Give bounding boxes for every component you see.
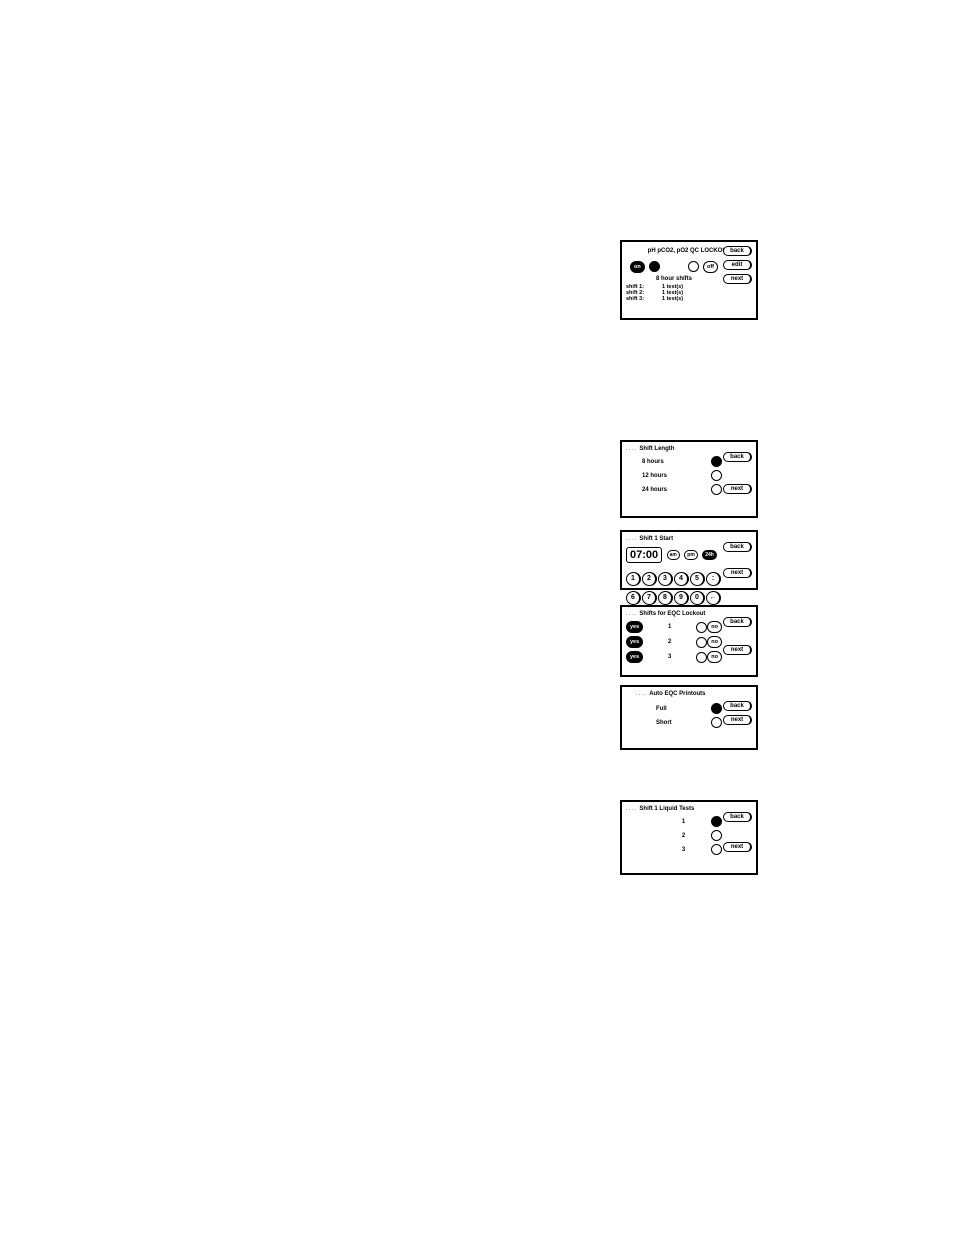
edit-button[interactable]: edit [723, 260, 752, 270]
next-button[interactable]: next [723, 568, 752, 578]
key-8[interactable]: 8 [658, 591, 673, 605]
back-button[interactable]: back [723, 452, 752, 462]
key-4[interactable]: 4 [674, 572, 689, 586]
on-radio[interactable] [649, 261, 660, 272]
shifts-subtitle: 8 hour shifts [626, 276, 722, 282]
liquid-tests-panel: . . . . Shift 1 Liquid Tests back next 1… [620, 800, 758, 875]
breadcrumb-dots: . . . . [626, 806, 636, 812]
shift-num: 3 [643, 654, 696, 660]
yes-pill[interactable]: yes [626, 651, 643, 663]
option-label: 2 [656, 833, 711, 839]
yes-pill[interactable]: yes [626, 621, 643, 633]
no-radio[interactable] [696, 622, 707, 633]
next-button[interactable]: next [723, 842, 752, 852]
back-button[interactable]: back [723, 246, 752, 256]
breadcrumb-dots: . . . . [636, 691, 646, 697]
next-button[interactable]: next [723, 645, 752, 655]
breadcrumb-dots: . . . . [626, 446, 636, 452]
am-button[interactable]: am [667, 550, 680, 560]
24h-button[interactable]: 24h [702, 550, 717, 560]
shift-length-panel: . . . . Shift Length back next 8 hours 1… [620, 440, 758, 518]
shift-list: shift 1:1 test(s) shift 2:1 test(s) shif… [626, 284, 722, 302]
back-button[interactable]: back [723, 542, 752, 552]
auto-eqc-printouts-panel: . . . . Auto EQC Printouts back next Ful… [620, 685, 758, 750]
option-label: 24 hours [642, 487, 711, 493]
pm-button[interactable]: pm [684, 550, 698, 560]
key-5[interactable]: 5 [690, 572, 705, 586]
option-radio[interactable] [711, 844, 722, 855]
back-button[interactable]: back [723, 701, 752, 711]
off-pill[interactable]: off [703, 261, 718, 273]
option-label: Short [656, 720, 711, 726]
option-radio[interactable] [711, 703, 722, 714]
option-radio[interactable] [711, 456, 722, 467]
next-button[interactable]: next [723, 484, 752, 494]
time-display[interactable]: 07:00 [626, 547, 662, 563]
shift-num: 2 [643, 639, 696, 645]
no-pill[interactable]: no [707, 651, 722, 663]
no-radio[interactable] [696, 652, 707, 663]
eqc-lockout-panel: . . . . Shifts for EQC Lockout back next… [620, 605, 758, 677]
key-1[interactable]: 1 [626, 572, 641, 586]
key-colon[interactable]: : [706, 572, 721, 586]
option-radio[interactable] [711, 484, 722, 495]
back-button[interactable]: back [723, 617, 752, 627]
option-radio[interactable] [711, 816, 722, 827]
key-backspace[interactable]: ← [706, 591, 721, 605]
key-9[interactable]: 9 [674, 591, 689, 605]
panel-title: . . . . Auto EQC Printouts [636, 691, 752, 697]
no-radio[interactable] [696, 637, 707, 648]
off-radio[interactable] [688, 261, 699, 272]
option-radio[interactable] [711, 717, 722, 728]
key-7[interactable]: 7 [642, 591, 657, 605]
breadcrumb-dots: . . . . [626, 611, 636, 617]
on-pill[interactable]: on [630, 261, 645, 273]
option-label: 12 hours [642, 473, 711, 479]
key-0[interactable]: 0 [690, 591, 705, 605]
no-pill[interactable]: no [707, 636, 722, 648]
qc-lockout-panel: pH pCO2, pO2 QC LOCKOUT back edit next o… [620, 240, 758, 320]
option-label: 1 [656, 819, 711, 825]
option-radio[interactable] [711, 830, 722, 841]
option-label: 8 hours [642, 459, 711, 465]
key-2[interactable]: 2 [642, 572, 657, 586]
shift-start-panel: . . . . Shift 1 Start back next 07:00 am… [620, 530, 758, 590]
next-button[interactable]: next [723, 274, 752, 284]
option-label: 3 [656, 847, 711, 853]
next-button[interactable]: next [723, 715, 752, 725]
key-3[interactable]: 3 [658, 572, 673, 586]
key-6[interactable]: 6 [626, 591, 641, 605]
no-pill[interactable]: no [707, 621, 722, 633]
breadcrumb-dots: . . . . [626, 536, 636, 542]
yes-pill[interactable]: yes [626, 636, 643, 648]
back-button[interactable]: back [723, 812, 752, 822]
shift-num: 1 [643, 624, 696, 630]
option-label: Full [656, 706, 711, 712]
option-radio[interactable] [711, 470, 722, 481]
